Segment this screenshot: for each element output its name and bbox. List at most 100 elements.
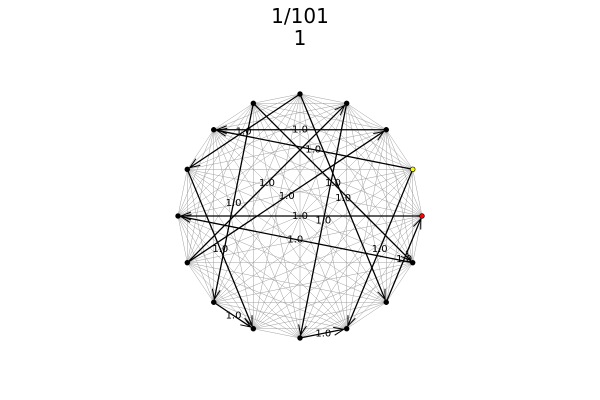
background-edge [412,169,423,217]
graph-nodes [175,91,425,341]
background-edge [187,129,214,263]
plot-title: 1/101 1 [0,5,600,49]
background-edge [253,103,387,130]
background-edge [386,262,413,303]
graph-node [250,326,257,332]
start-node [419,213,425,219]
background-edge [187,262,214,303]
graph-node [211,127,217,133]
background-edge [386,129,413,170]
graph-node [297,91,303,97]
edge-weight-label: 1.0 [372,244,388,255]
background-edge [253,93,301,104]
edge-weight-label: 1.0 [335,193,351,204]
background-edge [177,215,387,303]
background-edge [177,103,254,217]
background-edge [187,262,347,329]
graph-node [410,259,416,266]
tour-edge [252,102,410,260]
background-edge [177,215,254,329]
background-edge [253,103,301,339]
background-edge [187,169,387,303]
graph-node [383,127,389,133]
tour-edge [213,301,251,327]
graph-node [211,299,217,305]
tour-edge [186,105,344,264]
edge-weight-label: 1.0 [279,191,295,202]
tour-edge [214,103,254,299]
graph-node [383,299,389,305]
tour-edge [186,169,253,326]
edge-weight-label: 1.0 [292,125,308,136]
background-edge [213,302,301,339]
background-edge [177,215,214,303]
background-edge [386,169,413,303]
graph-node [343,100,350,106]
background-edge [187,169,423,217]
tour-edge [347,169,414,326]
edge-weight-label: 1.0 [292,211,308,222]
background-edge [187,169,214,303]
background-edge [177,169,188,217]
background-edge [213,103,347,303]
frame-counter: 1/101 [271,4,329,28]
edge-labels: 1.0 1.0 1.0 1.0 1.0 1.0 1.0 1.0 1.0 1.0 1.0 1.0 1.0 1… [212,125,412,340]
background-edge [187,262,301,339]
tour-edge [299,329,344,339]
background-edge [299,93,413,263]
background-edge [299,93,347,104]
background-edge [213,103,347,130]
edge-weight-label: 1.0 [396,254,412,265]
background-edge [253,302,387,329]
background-edge [253,93,301,329]
edge-weight-label: 1.0 [236,127,252,138]
background-edge [177,215,188,263]
background-edge [253,129,387,329]
tour-edges [181,93,422,339]
edge-weight-label: 1.0 [226,310,242,321]
edge-weight-label: 1.0 [259,178,275,189]
edge-weight-label: 1.0 [287,234,303,245]
tour-edge [217,130,413,170]
edge-weight-label: 1.0 [305,145,321,156]
tour-edge [181,217,413,264]
background-edge [213,169,413,303]
graph-node [343,326,350,332]
graph-node [297,335,303,341]
background-edge [187,169,301,339]
edge-weight-label: 1.0 [212,244,228,255]
background-edge [177,169,413,217]
step-value: 1 [293,26,307,50]
background-edge [253,262,413,329]
background-edge [299,262,413,339]
background-edge [346,103,423,217]
current-node [410,166,416,173]
background-edge [177,215,347,329]
graph-node [184,259,190,266]
edge-weight-label: 1.0 [315,216,331,227]
background-edge [213,129,413,263]
background-edge [253,328,301,339]
tour-edge [190,93,301,168]
edge-weight-label: 1.0 [325,178,341,189]
background-edge [299,93,347,329]
background-edge [187,215,423,263]
tour-edge [301,103,348,335]
background-edge [346,103,387,130]
background-edge [386,129,413,263]
background-edge [213,302,347,329]
graph-node [250,100,257,106]
background-edge [253,103,387,303]
background-edge [213,262,413,303]
background-edge [213,129,347,329]
graph-node [175,213,181,219]
background-edge [299,302,387,339]
background-edge [346,215,423,329]
edge-weight-label: 1.0 [315,328,331,339]
graph-node [184,166,190,173]
tour-edge [186,131,383,264]
edge-weight-label: 1.0 [226,198,242,209]
tour-edge [299,93,386,299]
background-edge [299,93,413,170]
